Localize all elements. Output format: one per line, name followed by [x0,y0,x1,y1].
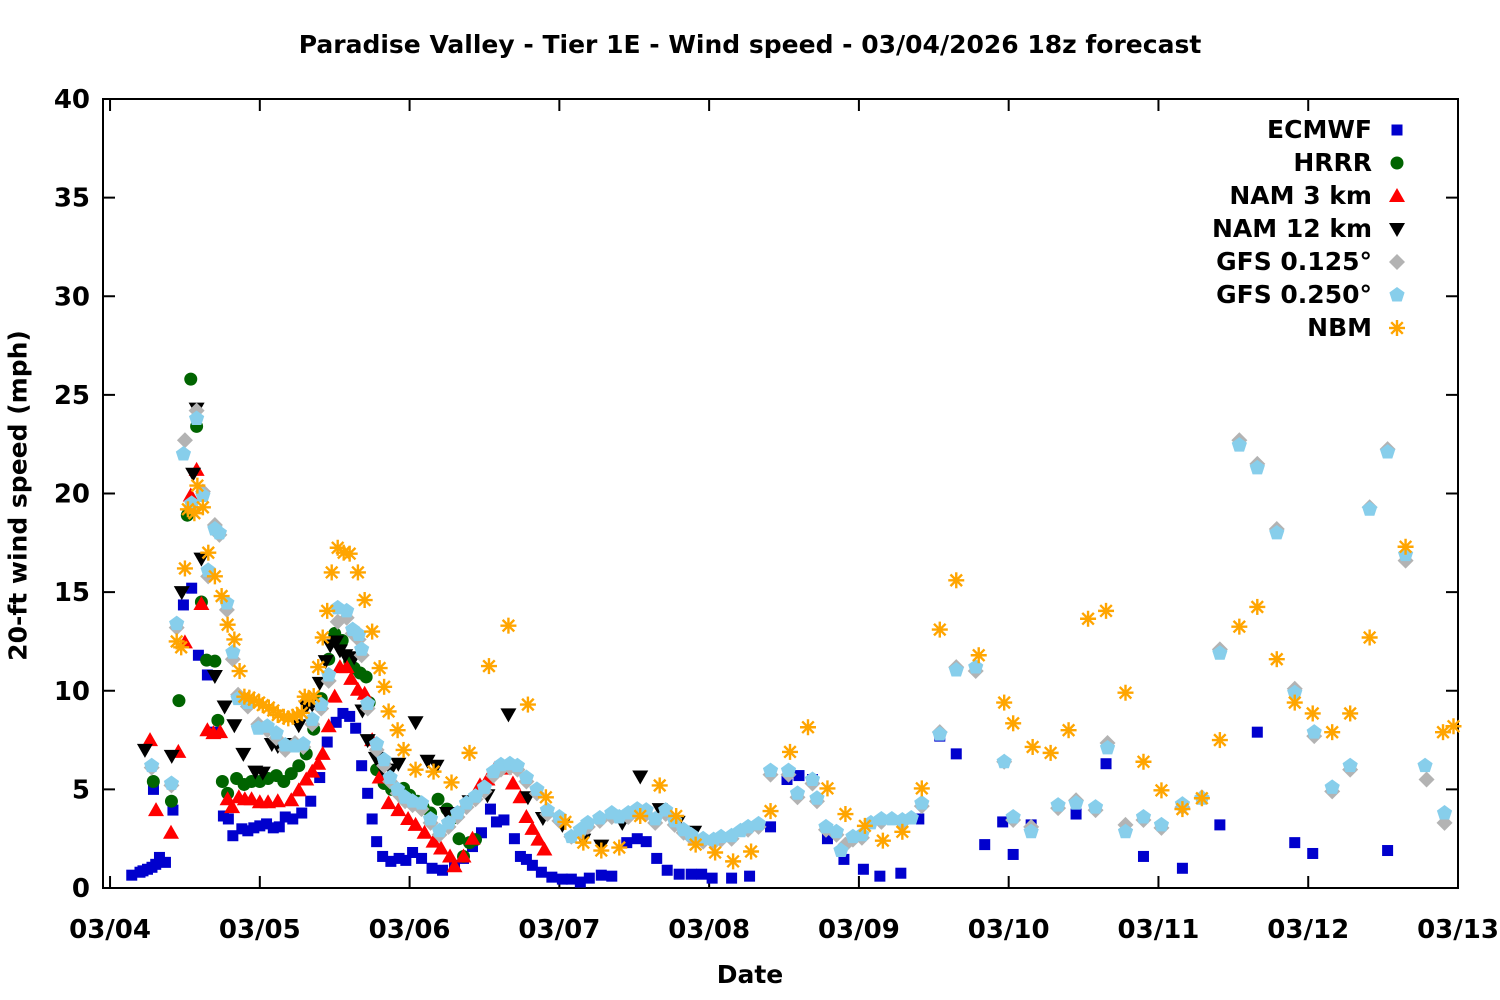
legend-item-hrrr: HRRR [1212,146,1422,179]
svg-text:03/04: 03/04 [69,915,151,945]
svg-text:03/11: 03/11 [1118,915,1200,945]
nam3km-triangle-up-marker-icon [1372,183,1422,209]
svg-text:03/12: 03/12 [1267,915,1349,945]
svg-text:15: 15 [54,578,90,608]
svg-text:5: 5 [72,775,90,805]
legend-item-ecmwf: ECMWF [1212,113,1422,146]
svg-text:25: 25 [54,381,90,411]
svg-text:20: 20 [54,480,90,510]
legend-label-nam12km: NAM 12 km [1211,214,1372,243]
nam12km-triangle-down-marker-icon [1372,216,1422,242]
legend-label-nbm: NBM [1307,313,1372,342]
svg-text:40: 40 [54,85,90,115]
svg-text:03/07: 03/07 [518,915,600,945]
svg-text:03/13: 03/13 [1417,915,1499,945]
axis-tick-labels: 03/04 03/05 03/06 03/07 03/08 03/09 03/10 03/11… [54,85,1499,945]
axis-ticks [103,98,1459,889]
legend-label-gfs0125: GFS 0.125° [1216,247,1372,276]
series-hrrr-points [146,372,482,863]
svg-text:10: 10 [54,677,90,707]
svg-text:03/10: 03/10 [968,915,1050,945]
svg-text:35: 35 [54,184,90,214]
series-nbm-points [168,477,1462,870]
svg-text:30: 30 [54,282,90,312]
legend: ECMWF HRRR NAM 3 km NAM 12 km GFS 0.125°… [1212,113,1422,344]
svg-text:0: 0 [72,874,90,904]
legend-item-nam12km: NAM 12 km [1212,212,1422,245]
legend-label-gfs0250: GFS 0.250° [1216,280,1372,309]
chart-title: Paradise Valley - Tier 1E - Wind speed -… [298,30,1202,59]
y-axis-label: 20-ft wind speed (mph) [3,330,33,661]
gfs0125-diamond-marker-icon [1372,249,1422,275]
legend-label-ecmwf: ECMWF [1267,115,1372,144]
legend-item-gfs0250: GFS 0.250° [1212,278,1422,311]
x-axis-label: Date [716,960,784,989]
legend-item-nam3km: NAM 3 km [1212,179,1422,212]
ecmwf-square-marker-icon [1372,117,1422,143]
legend-item-gfs0125: GFS 0.125° [1212,245,1422,278]
svg-text:03/08: 03/08 [668,915,750,945]
gfs0250-pentagon-marker-icon [1372,282,1422,308]
svg-text:03/06: 03/06 [369,915,451,945]
legend-label-nam3km: NAM 3 km [1229,181,1372,210]
nbm-asterisk-marker-icon [1372,315,1422,341]
legend-item-nbm: NBM [1212,311,1422,344]
legend-label-hrrr: HRRR [1293,148,1372,177]
svg-text:03/09: 03/09 [818,915,900,945]
hrrr-circle-marker-icon [1372,150,1422,176]
svg-text:03/05: 03/05 [219,915,301,945]
